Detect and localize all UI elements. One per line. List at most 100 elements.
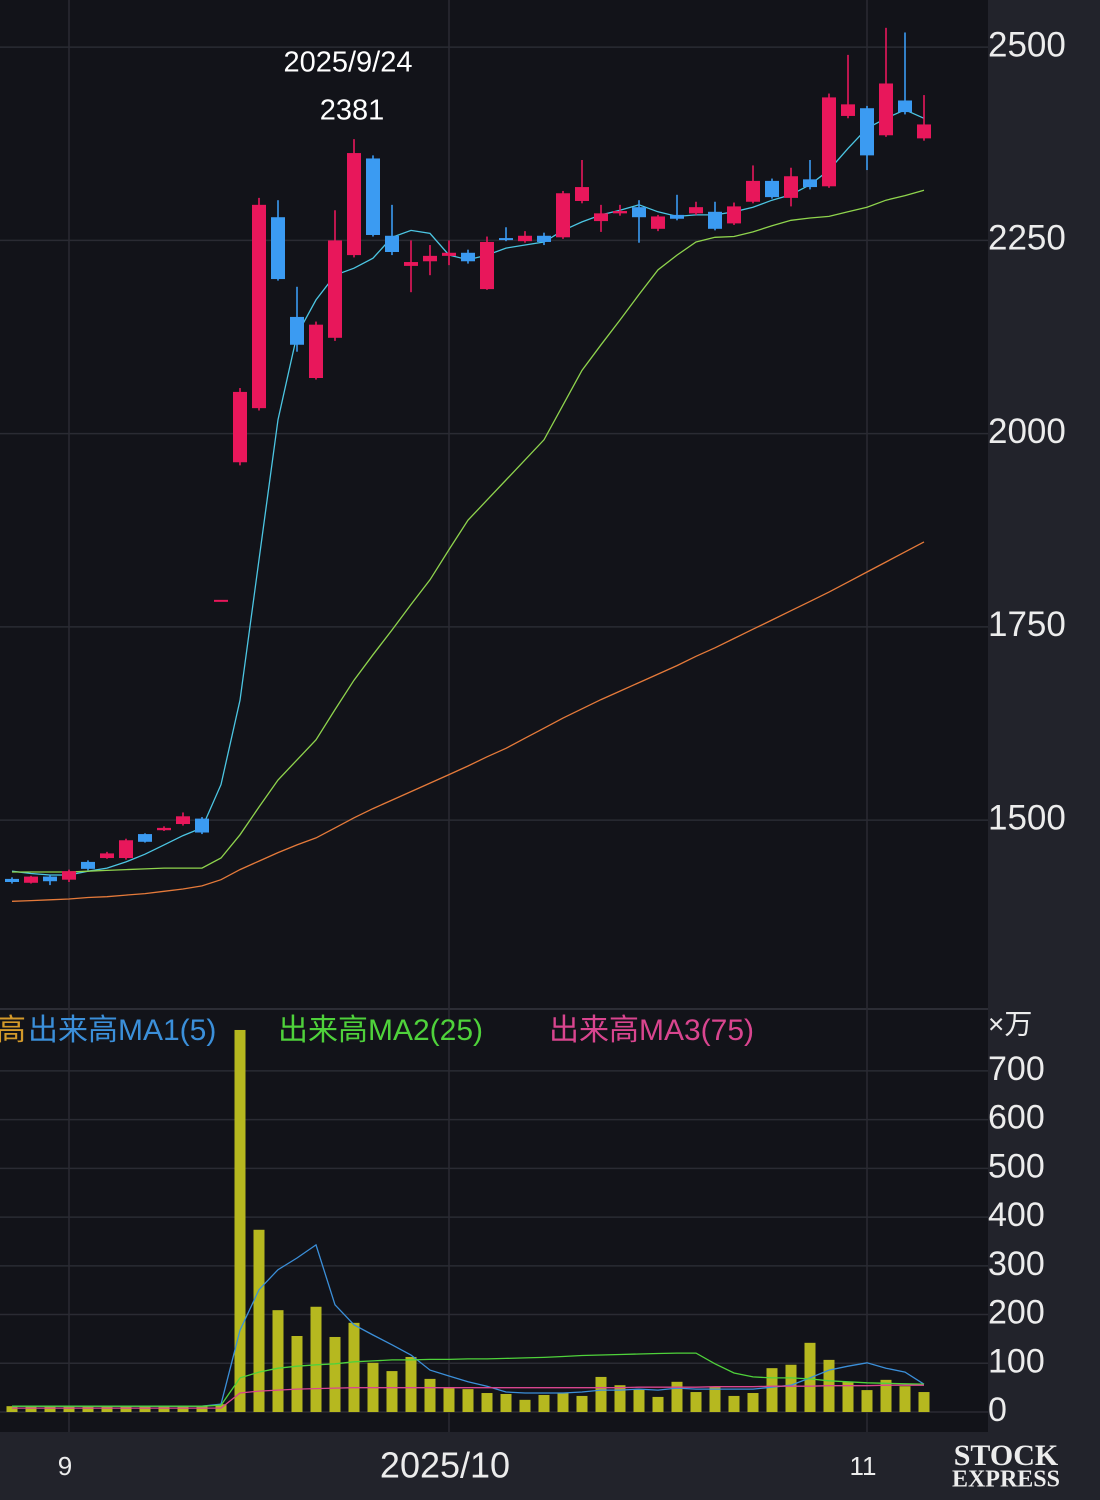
candle-body [252,204,266,409]
volume-bar [861,1390,873,1413]
candle-body [81,861,95,869]
volume-bar [272,1310,284,1413]
candle-body [24,876,38,883]
candle-body [898,100,912,113]
axis-unit: ×万 [988,1008,1032,1039]
candle-body [461,252,475,262]
volume-bar [899,1386,911,1413]
candle-body [689,207,703,214]
volume-bar [633,1389,645,1413]
legend-entry: 出来高MA1(5) [28,1014,216,1047]
y-tick-label: 400 [988,1196,1045,1234]
candle-body [385,235,399,252]
candle-body [442,252,456,256]
volume-bar [918,1392,930,1413]
volume-bar [766,1368,778,1413]
candle-body [271,217,285,280]
volume-bar [158,1406,170,1413]
candle-body [575,187,589,201]
plot-area [0,0,988,1432]
candle-body [43,876,57,882]
candle-body [841,104,855,116]
volume-bar [6,1406,18,1413]
volume-bar [291,1336,303,1413]
candle-body [765,180,779,198]
volume-bar [842,1381,854,1413]
y-tick-label: 300 [988,1245,1045,1283]
volume-panel: 高出来高MA1(5) 出来高MA2(25) 出来高MA3(75) [0,1014,930,1413]
logo-line: EXPRESS [952,1467,1060,1493]
candle-body [347,153,361,256]
candle-body [822,97,836,187]
x-tick-label: 11 [850,1451,877,1481]
volume-bar [63,1406,75,1413]
candle-body [670,214,684,219]
volume-bar [671,1381,683,1413]
candle-body [803,179,817,188]
candle-body [651,216,665,229]
volume-bar [880,1379,892,1413]
candle-body [556,193,570,238]
candle-body [613,211,627,214]
candle-body [100,853,114,859]
candle-body [157,827,171,831]
candle-body [917,124,931,139]
volume-bar [101,1406,113,1413]
volume-bar [234,1029,246,1413]
candle-body [423,255,437,262]
candle-body [138,834,152,842]
volume-bar [329,1336,341,1413]
candle-body [727,206,741,224]
volume-bar [44,1406,56,1413]
candle-body [537,235,551,242]
volume-bar [424,1378,436,1413]
volume-bar [614,1385,626,1413]
candle-body [879,83,893,136]
y-tick-label: 100 [988,1342,1045,1380]
price-ma-line [12,189,925,873]
volume-bar [785,1364,797,1413]
volume-bar [576,1395,588,1413]
volume-bar [462,1389,474,1413]
volume-bar [177,1406,189,1413]
y-tick-label: 200 [988,1294,1045,1332]
candle-body [309,324,323,378]
grid [0,0,988,1432]
volume-bar [728,1395,740,1413]
price-ma-line [11,541,925,902]
candle-body [366,158,380,235]
price-panel: 2025/9/24 2381 [5,27,931,902]
volume-bar [481,1393,493,1413]
candle-body [119,840,133,859]
volume-bar [120,1406,132,1413]
x-tick-label: 2025/10 [380,1445,510,1486]
volume-bar [405,1356,417,1413]
legend-entry: 出来高MA2(25) [278,1014,483,1047]
y-tick-label: 1500 [988,798,1066,837]
x-tick-label: 9 [58,1451,72,1481]
volume-bar [139,1406,151,1413]
candle-body [195,818,209,833]
volume-bar [253,1229,265,1413]
volume-bar [557,1393,569,1413]
y-tick-label: 0 [988,1391,1007,1429]
candle-body [708,211,722,229]
volume-bar [538,1394,550,1413]
candle-body [860,108,874,156]
volume-bar [348,1322,360,1413]
y-tick-label: 2250 [988,219,1066,258]
y-tick-label: 700 [988,1050,1045,1088]
candle-body [62,871,76,880]
candle-body [5,878,19,882]
candle-body [746,180,760,202]
volume-bar [519,1399,531,1413]
y-tick-label: 2000 [988,412,1066,451]
volume-bar [747,1393,759,1413]
candle-body [233,391,247,463]
candle-body [214,599,228,602]
volume-bar [82,1406,94,1413]
candle-body [594,213,608,222]
candle-body [518,235,532,242]
candle-body [499,238,513,241]
